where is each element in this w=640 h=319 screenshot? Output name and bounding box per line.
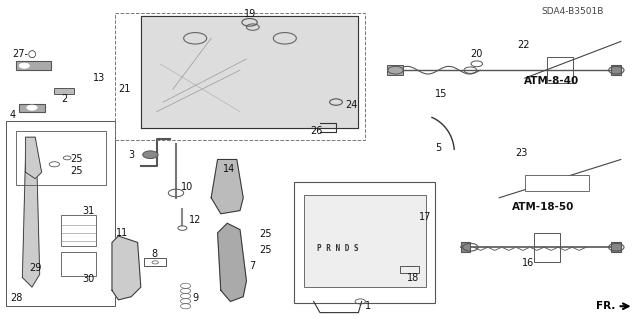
Text: 25: 25 xyxy=(259,229,272,240)
Bar xyxy=(461,242,470,252)
Circle shape xyxy=(19,63,29,68)
Polygon shape xyxy=(26,137,42,179)
Bar xyxy=(400,266,419,273)
Text: 15: 15 xyxy=(435,89,448,99)
Text: FR.: FR. xyxy=(596,301,616,311)
Text: 4: 4 xyxy=(10,110,16,120)
Circle shape xyxy=(143,151,158,159)
Text: 11: 11 xyxy=(115,228,128,238)
Text: 27-○: 27-○ xyxy=(12,49,36,59)
Text: 8: 8 xyxy=(152,249,158,259)
Bar xyxy=(294,182,435,303)
Bar xyxy=(16,131,106,185)
Text: 21: 21 xyxy=(118,84,131,94)
Text: 25: 25 xyxy=(70,154,83,165)
Text: 30: 30 xyxy=(82,274,95,284)
Text: 19: 19 xyxy=(243,9,256,19)
Text: 26: 26 xyxy=(310,126,323,136)
Text: 14: 14 xyxy=(223,164,236,174)
Polygon shape xyxy=(22,153,40,287)
Text: ATM-8-40: ATM-8-40 xyxy=(524,76,579,86)
Text: 13: 13 xyxy=(93,73,106,83)
Text: 29: 29 xyxy=(29,263,42,273)
Text: 18: 18 xyxy=(406,272,419,283)
Text: 25: 25 xyxy=(70,166,83,176)
Bar xyxy=(19,104,45,112)
Bar xyxy=(387,65,403,75)
Bar xyxy=(304,195,426,287)
Text: SDA4-B3501B: SDA4-B3501B xyxy=(541,7,604,16)
Bar xyxy=(525,175,589,191)
Bar xyxy=(611,65,621,75)
Text: 9: 9 xyxy=(192,293,198,303)
Text: 24: 24 xyxy=(346,100,358,110)
Text: 2: 2 xyxy=(61,94,67,104)
Bar xyxy=(611,242,621,252)
Text: 16: 16 xyxy=(522,258,534,268)
Text: 25: 25 xyxy=(259,245,272,256)
Text: 1: 1 xyxy=(365,301,371,311)
Text: 31: 31 xyxy=(82,205,95,216)
Text: 12: 12 xyxy=(189,215,201,225)
Bar xyxy=(61,215,96,246)
Text: 5: 5 xyxy=(435,143,442,153)
Bar xyxy=(6,121,115,306)
Text: 7: 7 xyxy=(250,261,256,271)
Bar xyxy=(16,61,51,70)
Polygon shape xyxy=(211,160,243,214)
Bar xyxy=(144,258,166,266)
Polygon shape xyxy=(112,236,141,300)
Bar xyxy=(534,233,560,262)
Bar xyxy=(61,252,96,276)
Bar xyxy=(115,13,365,140)
Text: 17: 17 xyxy=(419,212,432,222)
Text: 23: 23 xyxy=(515,148,528,158)
Text: 20: 20 xyxy=(470,49,483,59)
Bar xyxy=(54,88,74,94)
Bar xyxy=(547,57,573,83)
Text: 3: 3 xyxy=(128,150,134,160)
Text: P R N D S: P R N D S xyxy=(317,244,358,253)
Text: ATM-18-50: ATM-18-50 xyxy=(511,202,574,212)
Text: 28: 28 xyxy=(10,293,22,303)
Polygon shape xyxy=(141,16,358,128)
Polygon shape xyxy=(218,223,246,301)
Circle shape xyxy=(27,105,37,110)
Text: 22: 22 xyxy=(517,40,530,50)
Text: 10: 10 xyxy=(181,182,193,192)
